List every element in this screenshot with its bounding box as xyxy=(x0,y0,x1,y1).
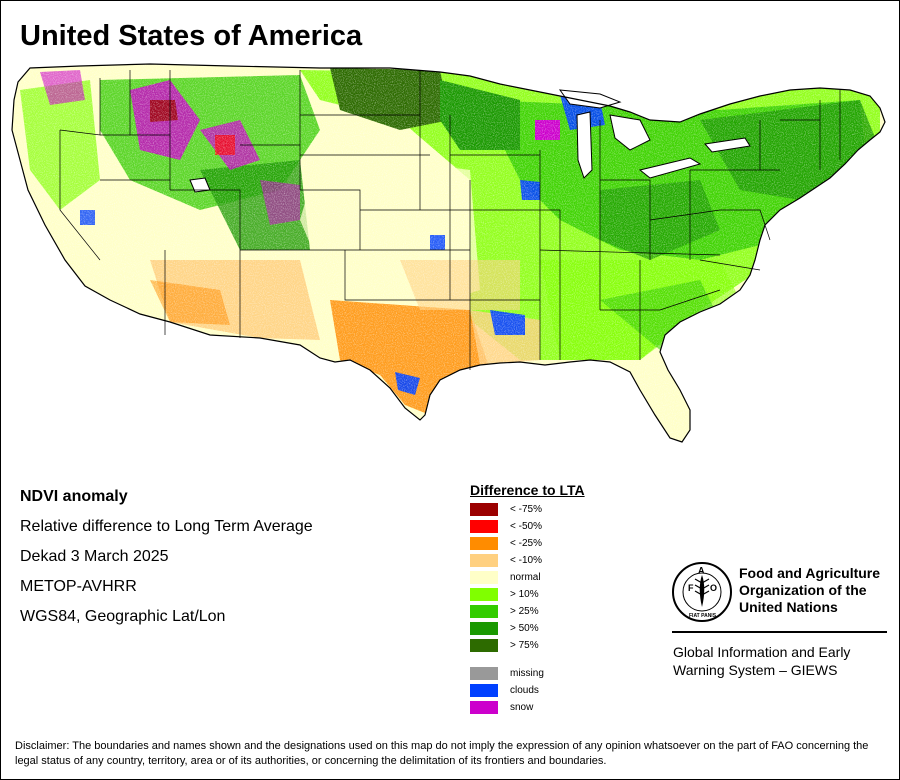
fao-logo: F A O FIAT PANIS xyxy=(672,562,732,622)
giews-name: Global Information and Early Warning Sys… xyxy=(673,643,893,679)
fao-name-line: Organization of the xyxy=(739,582,867,598)
legend-label: missing xyxy=(510,668,544,679)
legend-swatch xyxy=(470,571,498,584)
fao-logo-letter-o: O xyxy=(710,583,717,593)
legend-swatch xyxy=(470,701,498,714)
lake-huron xyxy=(609,114,651,151)
legend-label: < -50% xyxy=(510,521,542,532)
info-period: Dekad 3 March 2025 xyxy=(20,548,169,565)
disclaimer: Disclaimer: The boundaries and names sho… xyxy=(15,740,869,767)
legend-swatch xyxy=(470,639,498,652)
fao-name-line: Food and Agriculture xyxy=(739,565,881,581)
fao-logo-letter-a: A xyxy=(698,566,705,576)
legend-swatch xyxy=(470,605,498,618)
legend-swatch xyxy=(470,588,498,601)
info-heading: NDVI anomaly xyxy=(20,488,128,505)
legend-label: < -10% xyxy=(510,555,542,566)
info-sensor: METOP-AVHRR xyxy=(20,578,137,595)
lake-michigan xyxy=(576,111,593,179)
divider xyxy=(672,631,887,633)
ndvi-anomaly-map xyxy=(11,63,886,443)
legend-label: > 75% xyxy=(510,640,539,651)
legend-title: Difference to LTA xyxy=(470,482,585,498)
fao-organization-name: Food and Agriculture Organization of the… xyxy=(739,565,899,616)
lake-superior xyxy=(558,89,622,109)
legend-swatch xyxy=(470,622,498,635)
legend-swatch xyxy=(470,520,498,533)
info-projection: WGS84, Geographic Lat/Lon xyxy=(20,608,226,625)
lake-ontario xyxy=(704,137,751,153)
legend-label: > 25% xyxy=(510,606,539,617)
legend-label: clouds xyxy=(510,685,539,696)
country-outline xyxy=(11,63,886,443)
legend-swatch xyxy=(470,537,498,550)
fao-logo-motto: FIAT PANIS xyxy=(689,613,717,619)
legend-label: snow xyxy=(510,702,534,713)
legend-swatch xyxy=(470,684,498,697)
legend-label: normal xyxy=(510,572,541,583)
giews-line: Warning System – GIEWS xyxy=(673,662,838,678)
legend-label: > 10% xyxy=(510,589,539,600)
legend-label: < -75% xyxy=(510,504,542,515)
legend-swatch xyxy=(470,667,498,680)
info-description: Relative difference to Long Term Average xyxy=(20,518,313,535)
fao-logo-letter-f: F xyxy=(688,583,694,593)
legend-label: > 50% xyxy=(510,623,539,634)
legend-label: < -25% xyxy=(510,538,542,549)
giews-line: Global Information and Early xyxy=(673,644,851,660)
map-title: United States of America xyxy=(20,20,363,52)
lake-erie xyxy=(638,157,702,179)
legend-swatch xyxy=(470,554,498,567)
fao-name-line: United Nations xyxy=(739,599,838,615)
legend-swatch xyxy=(470,503,498,516)
